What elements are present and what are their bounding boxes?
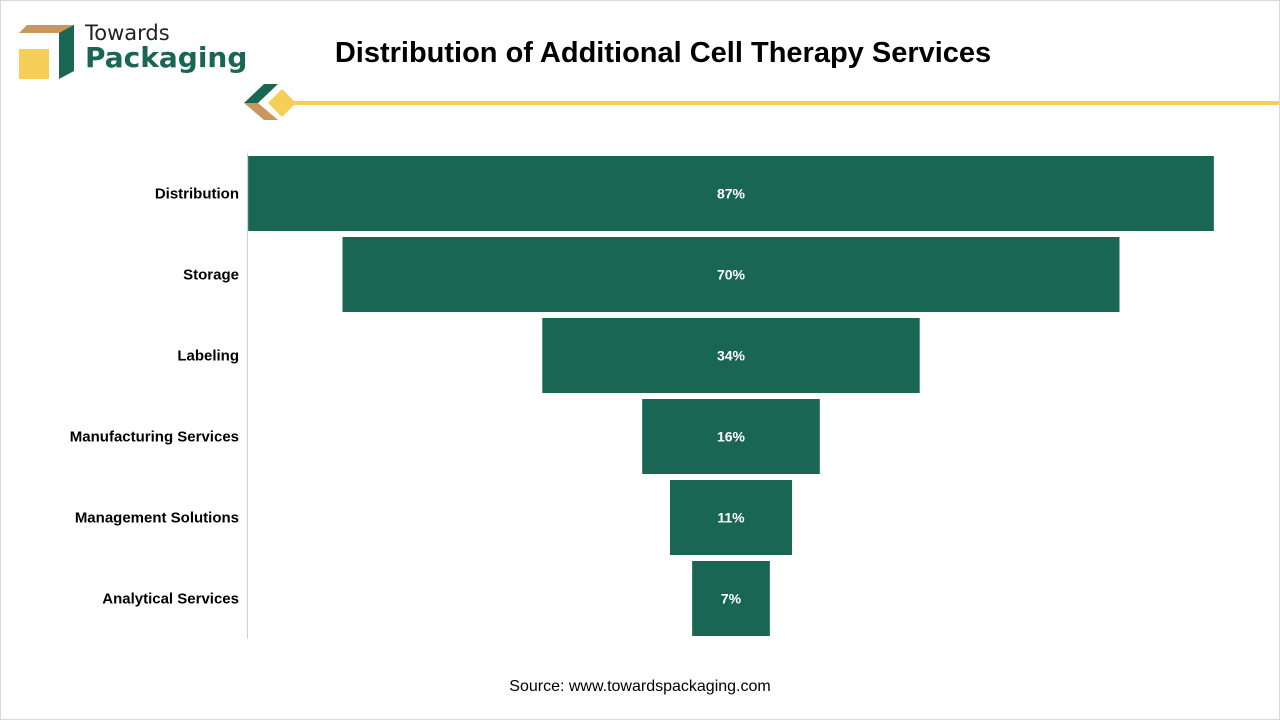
category-label: Storage [183, 267, 239, 284]
data-label: 87% [717, 186, 746, 202]
data-label: 70% [717, 267, 746, 283]
category-label: Labeling [177, 348, 239, 365]
data-label: 34% [717, 348, 746, 364]
decorative-divider-icon [244, 84, 1279, 120]
brand-name-line2: Packaging [85, 41, 248, 74]
category-label: Manufacturing Services [70, 429, 239, 446]
brand-logo-icon [19, 25, 74, 79]
data-label: 16% [717, 429, 746, 445]
category-label: Distribution [155, 186, 239, 203]
funnel-bar [342, 237, 1120, 312]
source-text: Source: www.towardspackaging.com [509, 678, 771, 695]
funnel-bar [248, 156, 1214, 231]
chart-title: Distribution of Additional Cell Therapy … [334, 37, 992, 69]
data-label: 7% [721, 591, 742, 607]
brand-name-line1: Towards [85, 21, 170, 45]
category-label: Management Solutions [75, 510, 239, 527]
funnel-bar [542, 318, 920, 393]
funnel-bar [642, 399, 820, 474]
funnel-bar [692, 561, 770, 636]
data-label: 11% [717, 510, 745, 526]
category-label: Analytical Services [102, 591, 239, 608]
funnel-bar [669, 480, 793, 555]
